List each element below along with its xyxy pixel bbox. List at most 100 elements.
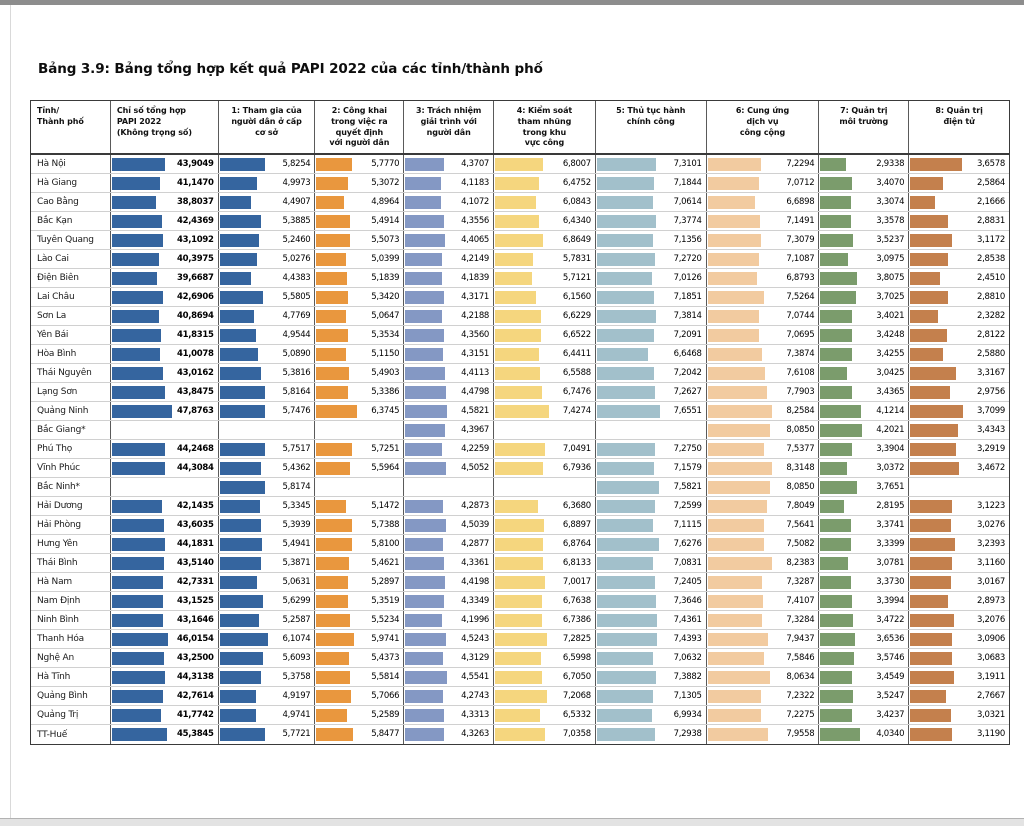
bar-track	[910, 537, 963, 551]
column-header-c8: 8: Quản trị điện tử	[935, 106, 983, 126]
value-bar	[707, 575, 762, 589]
bar-track	[597, 424, 660, 437]
table-row: Lạng Sơn 43,8475 5,8164 5,3386 4,4798 6,7476 7…	[31, 383, 1009, 402]
value-label: 43,9049	[177, 158, 214, 169]
value-label: 3,7651	[876, 481, 905, 492]
province-name: Hải Phòng	[31, 516, 111, 534]
value-label: 8,2383	[786, 557, 815, 568]
value-label: 4,2743	[461, 690, 490, 701]
value-label: 8,3148	[786, 462, 815, 473]
bar-track	[316, 309, 357, 323]
value-bar	[316, 689, 352, 703]
value-label: 5,7476	[282, 405, 311, 416]
value-cell-papi: 40,3975	[111, 250, 219, 268]
value-label: 4,3556	[461, 215, 490, 226]
bar-track	[316, 176, 357, 190]
value-bar	[495, 632, 548, 646]
value-cell-c7: 3,4549	[819, 668, 910, 686]
bar-track	[111, 404, 172, 418]
value-bar	[495, 347, 540, 361]
value-bar	[820, 309, 852, 323]
bar-track	[111, 290, 172, 304]
bar-track	[707, 271, 773, 285]
bar-track	[111, 728, 172, 741]
value-label: 3,1160	[977, 557, 1005, 568]
bar-track	[495, 708, 549, 722]
table-row: Hà Tĩnh 44,3138 5,3758 5,5814 4,5541 6,7050 7,…	[31, 668, 1009, 687]
value-label: 5,3386	[371, 386, 400, 397]
value-cell-c6: 7,5264	[707, 288, 820, 306]
value-bar	[316, 575, 348, 589]
value-bar	[596, 480, 659, 494]
value-bar	[405, 404, 448, 418]
value-bar	[219, 556, 261, 570]
value-cell-c6: 7,2275	[707, 706, 820, 724]
value-cell-c4: 6,5998	[494, 649, 596, 667]
value-bar	[910, 195, 936, 209]
bar-track	[111, 632, 172, 646]
value-label: 7,0491	[562, 443, 591, 454]
value-label: 4,8964	[371, 196, 400, 207]
value-cell-c7: 3,3399	[819, 535, 910, 553]
bar-track	[495, 556, 549, 570]
bar-track	[495, 632, 549, 646]
value-label: 3,2919	[977, 443, 1005, 454]
value-bar	[111, 252, 159, 266]
value-bar	[707, 176, 759, 190]
table-row: Phú Thọ 44,2468 5,7517 5,7251 4,2259 7,0491 7,…	[31, 440, 1009, 459]
value-bar	[316, 176, 348, 190]
value-label: 6,4411	[562, 348, 591, 359]
value-label: 6,7936	[562, 462, 591, 473]
value-bar	[405, 233, 445, 247]
value-bar	[405, 347, 444, 361]
value-bar	[405, 157, 445, 171]
value-bar	[910, 708, 951, 722]
value-bar	[316, 632, 354, 646]
bar-track	[910, 233, 963, 247]
value-label: 7,7903	[786, 386, 815, 397]
value-cell-c6: 7,5082	[707, 535, 820, 553]
value-cell-c6: 7,3874	[707, 345, 820, 363]
value-cell-c5: 7,3882	[596, 668, 707, 686]
value-label: 6,6468	[673, 348, 702, 359]
bar-track	[596, 632, 660, 646]
bar-track	[596, 651, 660, 665]
bar-track	[219, 728, 269, 741]
table-row: Lai Châu 42,6906 5,5805 5,3420 4,3171 6,1560 7…	[31, 288, 1009, 307]
value-label: 7,3287	[786, 576, 815, 587]
value-bar	[910, 423, 959, 437]
value-cell-c6: 7,5846	[707, 649, 820, 667]
value-cell-c7: 3,3074	[819, 193, 910, 211]
province-name: Nghệ An	[31, 649, 111, 667]
value-label: 5,5964	[371, 462, 400, 473]
value-bar	[707, 233, 762, 247]
value-bar	[596, 347, 648, 361]
value-bar	[820, 271, 858, 285]
value-label: 7,2720	[673, 253, 702, 264]
bar-track	[596, 309, 660, 323]
value-label: 3,4070	[876, 177, 905, 188]
value-bar	[707, 518, 765, 532]
value-bar	[820, 480, 857, 494]
value-cell-c1: 5,3885	[219, 212, 316, 230]
bar-track	[820, 252, 862, 266]
value-cell-c1: 4,9544	[219, 326, 316, 344]
value-bar	[910, 404, 963, 418]
value-label: 5,6299	[282, 595, 311, 606]
value-bar	[405, 290, 444, 304]
value-bar	[111, 651, 164, 665]
value-cell-c4: 6,7476	[494, 383, 596, 401]
bar-track	[111, 328, 172, 342]
bar-track	[219, 632, 269, 646]
value-label: 7,9437	[786, 633, 815, 644]
value-cell-c6: 7,2294	[707, 155, 820, 173]
value-label: 6,3680	[562, 500, 591, 511]
bar-track	[910, 708, 963, 722]
bar-track	[219, 651, 269, 665]
value-bar	[405, 385, 446, 399]
value-cell-c5: 7,2091	[596, 326, 707, 344]
value-bar	[405, 309, 443, 323]
value-bar	[405, 195, 441, 209]
bar-track	[111, 385, 172, 399]
bar-track	[316, 728, 357, 741]
